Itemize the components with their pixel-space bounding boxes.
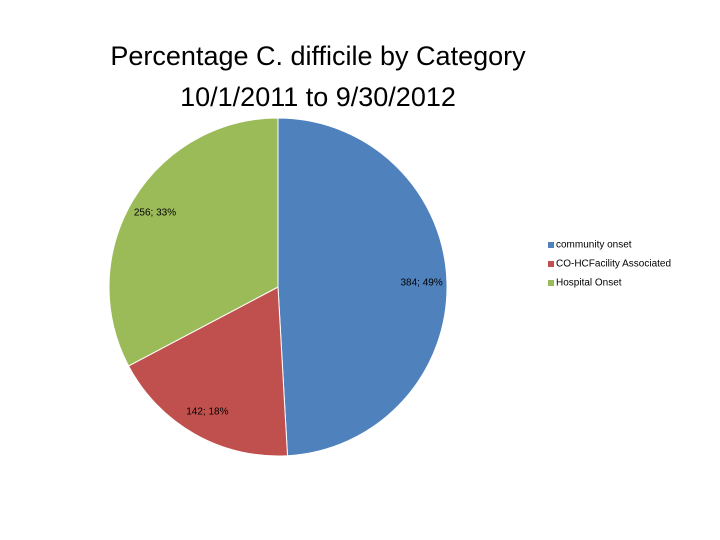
legend-swatch <box>548 242 554 248</box>
legend-label: Hospital Onset <box>556 278 622 289</box>
legend-label: community onset <box>556 240 632 251</box>
pie-slice <box>108 117 279 367</box>
data-label: 384; 49% <box>400 278 442 289</box>
legend-label: CO-HCFacility Associated <box>556 259 671 270</box>
legend-swatch <box>548 261 554 267</box>
legend-swatch <box>548 280 554 286</box>
chart-title: Percentage C. difficile by Category <box>110 41 526 71</box>
data-label: 142; 18% <box>186 407 228 418</box>
pie-slice <box>277 117 448 457</box>
chart-subtitle: 10/1/2011 to 9/30/2012 <box>180 82 456 112</box>
pie-slice <box>127 286 289 457</box>
data-label: 256; 33% <box>134 207 176 218</box>
